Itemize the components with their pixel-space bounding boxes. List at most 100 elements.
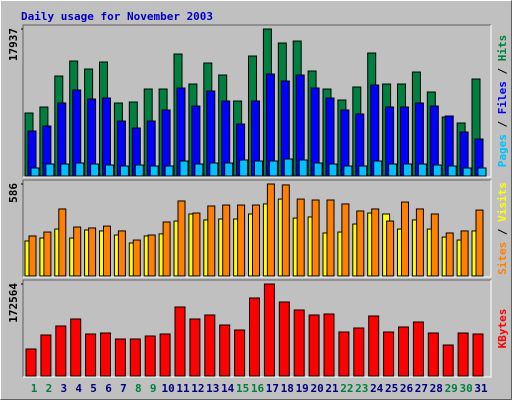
x-tick-label: 29 bbox=[445, 382, 458, 395]
bar bbox=[371, 208, 380, 277]
bar bbox=[117, 230, 126, 277]
bar bbox=[132, 239, 141, 277]
bar bbox=[189, 318, 201, 377]
bar bbox=[388, 163, 398, 177]
x-tick-label: 28 bbox=[430, 382, 443, 395]
panel-shade bbox=[22, 179, 491, 277]
bar bbox=[70, 318, 82, 377]
bar bbox=[102, 97, 111, 177]
bar bbox=[252, 204, 260, 277]
bar bbox=[105, 164, 114, 177]
bar bbox=[219, 324, 231, 377]
bar bbox=[373, 160, 383, 177]
bar bbox=[278, 301, 290, 377]
x-tick-label: 20 bbox=[310, 382, 323, 395]
x-tick-label: 10 bbox=[161, 382, 174, 395]
x-tick-label: 6 bbox=[105, 382, 112, 395]
x-tick-label: 27 bbox=[415, 382, 428, 395]
panel-light bbox=[23, 180, 492, 278]
y-tick-label: 586 bbox=[7, 183, 20, 203]
legend-entry: Pages bbox=[496, 134, 509, 167]
bar bbox=[179, 160, 189, 177]
bar bbox=[432, 164, 442, 177]
legend: Sites / Visits bbox=[496, 182, 509, 275]
bar bbox=[356, 210, 365, 277]
bar bbox=[386, 220, 395, 277]
bar bbox=[100, 332, 111, 377]
bar bbox=[445, 232, 454, 277]
x-tick-label: 1 bbox=[31, 382, 38, 395]
bar bbox=[328, 163, 338, 177]
bar bbox=[58, 208, 67, 277]
bar bbox=[415, 208, 424, 277]
panel-light bbox=[23, 280, 492, 378]
bar bbox=[283, 158, 293, 177]
bar bbox=[268, 160, 278, 177]
chart-title: Daily usage for November 2003 bbox=[21, 10, 213, 23]
legend-separator: / bbox=[496, 61, 509, 81]
bar bbox=[442, 344, 454, 377]
bar bbox=[60, 163, 70, 177]
bar bbox=[313, 162, 323, 177]
bar bbox=[462, 167, 472, 177]
bar bbox=[129, 338, 141, 377]
bar bbox=[75, 162, 85, 177]
bar bbox=[447, 165, 457, 177]
x-tick-label: 22 bbox=[340, 382, 353, 395]
bar bbox=[159, 333, 171, 377]
x-tick-label: 21 bbox=[325, 382, 339, 395]
bar bbox=[25, 348, 37, 377]
x-tick-label: 30 bbox=[459, 382, 472, 395]
bar bbox=[281, 184, 290, 277]
legend: Pages / Files / Hits bbox=[496, 35, 509, 168]
bar bbox=[164, 165, 174, 177]
bar bbox=[401, 201, 409, 277]
y-tick-label: 17937 bbox=[7, 28, 20, 61]
x-tick-label: 9 bbox=[150, 382, 157, 395]
bar bbox=[343, 165, 353, 177]
bar bbox=[103, 225, 111, 277]
x-tick-label: 14 bbox=[221, 382, 235, 395]
bar bbox=[472, 333, 484, 377]
x-tick-label: 5 bbox=[90, 382, 97, 395]
panel-shade bbox=[22, 279, 491, 377]
bar bbox=[368, 315, 380, 377]
x-tick-label: 11 bbox=[176, 382, 190, 395]
x-tick-label: 26 bbox=[400, 382, 414, 395]
legend: KBytes bbox=[496, 309, 509, 349]
bar bbox=[383, 331, 395, 377]
x-tick-label: 2 bbox=[46, 382, 53, 395]
bar bbox=[403, 163, 412, 177]
bar bbox=[263, 283, 275, 377]
legend-entry: Sites bbox=[496, 242, 509, 275]
bar bbox=[114, 338, 126, 377]
x-tick-label: 12 bbox=[191, 382, 204, 395]
bar bbox=[412, 321, 424, 377]
bar bbox=[353, 327, 365, 377]
x-tick-label: 31 bbox=[474, 382, 488, 395]
bar bbox=[430, 213, 439, 277]
bar bbox=[477, 167, 487, 177]
legend-entry: Files bbox=[496, 81, 509, 114]
bar bbox=[298, 159, 308, 177]
bar bbox=[224, 162, 234, 177]
bar bbox=[30, 167, 40, 177]
bar bbox=[144, 335, 156, 377]
x-tick-label: 25 bbox=[385, 382, 398, 395]
bar bbox=[174, 306, 186, 377]
x-tick-label: 4 bbox=[75, 382, 82, 395]
bar bbox=[147, 234, 156, 277]
bar bbox=[460, 230, 469, 277]
bar bbox=[177, 200, 186, 277]
bar bbox=[162, 221, 171, 277]
x-tick-label: 3 bbox=[60, 382, 67, 395]
bar bbox=[204, 314, 216, 377]
bar bbox=[326, 199, 335, 277]
bar bbox=[427, 332, 439, 377]
legend-entry: Visits bbox=[496, 182, 509, 222]
bar bbox=[417, 163, 427, 177]
bar bbox=[457, 332, 469, 377]
bar bbox=[475, 209, 484, 277]
legend-separator: / bbox=[496, 114, 509, 134]
